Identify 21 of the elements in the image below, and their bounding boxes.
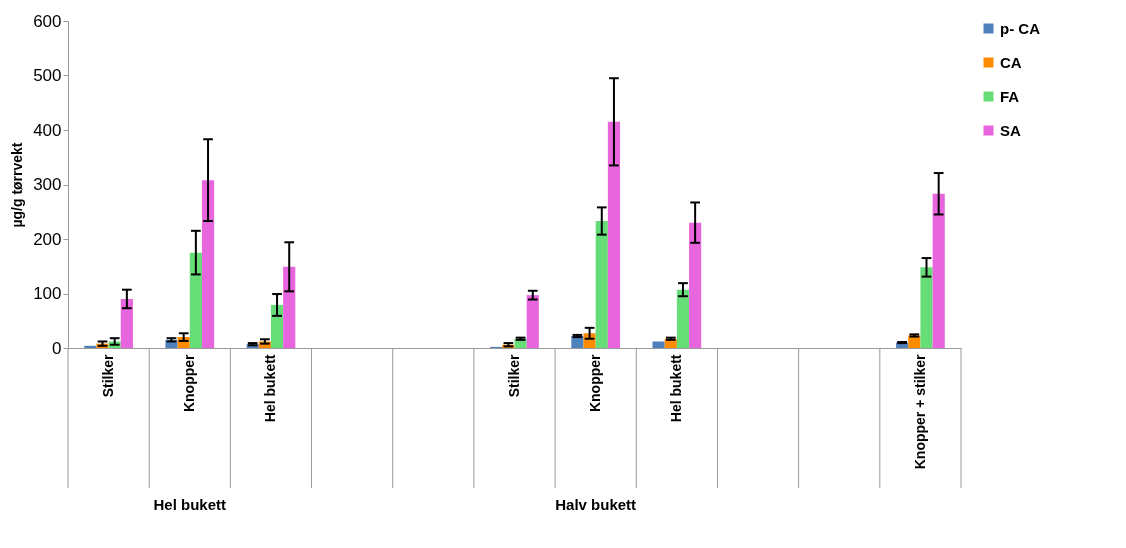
legend-label: SA: [1000, 121, 1021, 139]
legend-label: FA: [1000, 87, 1020, 105]
y-tick-label: 400: [33, 120, 62, 140]
y-tick-label: 100: [33, 284, 62, 303]
x-tick-label: Knopper: [587, 353, 604, 413]
y-tick-label: 500: [33, 66, 62, 85]
y-axis-title: µg/g tørrvekt: [9, 142, 26, 228]
text: Halv bukett: [555, 496, 637, 513]
x-tick-label: Knopper + stilker: [911, 353, 928, 470]
text: Hel bukett: [153, 496, 227, 513]
x-tick-label: Hel bukett: [668, 354, 685, 423]
y-tick-label: 300: [33, 175, 62, 194]
x-tick-label: Stilker: [506, 353, 522, 398]
legend-label: p- CA: [1000, 19, 1041, 37]
x-tick-label: Hel bukett: [262, 354, 279, 423]
legend-label: CA: [1000, 53, 1022, 71]
x-tick-label: Knopper: [181, 353, 198, 413]
x-tick-label: Stilker: [100, 353, 117, 398]
y-tick-label: 600: [33, 11, 62, 31]
y-tick-label: 200: [33, 229, 62, 249]
y-tick-label: 0: [52, 338, 62, 358]
